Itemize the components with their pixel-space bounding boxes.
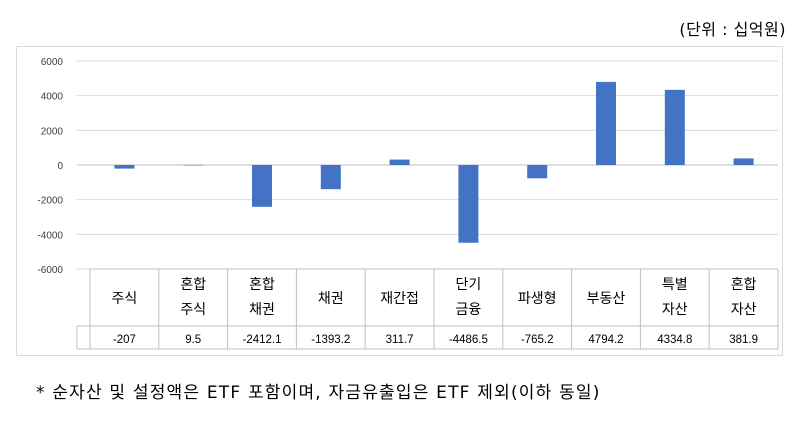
category-label: 파생형 — [518, 291, 557, 307]
bar — [389, 159, 410, 165]
y-tick-label: -6000 — [37, 265, 63, 276]
category-label: 부동산 — [587, 291, 626, 307]
category-label: 금융 — [456, 302, 482, 318]
y-tick-label: -4000 — [37, 230, 63, 241]
y-tick-label: -2000 — [37, 196, 63, 207]
value-label: 4334.8 — [657, 334, 692, 346]
value-label: 4794.2 — [588, 334, 623, 346]
y-tick-label: 6000 — [41, 57, 64, 68]
category-label: 혼합 — [180, 277, 206, 293]
value-label: -207 — [113, 334, 136, 346]
value-label: 311.7 — [386, 334, 414, 346]
value-label: -2412.1 — [242, 334, 281, 346]
category-label: 주식 — [112, 291, 138, 307]
bar — [320, 165, 341, 190]
bar — [527, 165, 548, 179]
value-label: -1393.2 — [311, 334, 350, 346]
category-label: 주식 — [180, 302, 206, 318]
bar — [458, 165, 479, 243]
value-label: 381.9 — [729, 334, 758, 346]
bar — [114, 165, 135, 169]
category-label: 단기 — [456, 277, 482, 293]
category-label: 채권 — [318, 291, 344, 307]
y-tick-label: 4000 — [41, 92, 64, 103]
category-label: 특별 — [662, 277, 688, 293]
category-label: 채권 — [249, 302, 275, 318]
bar — [733, 158, 754, 165]
category-label: 재간접 — [380, 291, 419, 307]
bar — [252, 165, 272, 207]
bar — [664, 89, 685, 165]
category-label: 자산 — [662, 302, 688, 318]
bar — [596, 81, 616, 165]
unit-label: (단위 : 십억원) — [679, 20, 786, 39]
value-label: -4486.5 — [449, 334, 488, 346]
value-label: -765.2 — [521, 334, 554, 346]
category-label: 자산 — [731, 302, 757, 318]
value-label: 9.5 — [185, 334, 201, 346]
y-tick-label: 0 — [57, 161, 63, 172]
category-label: 혼합 — [249, 277, 275, 293]
category-label: 혼합 — [731, 277, 757, 293]
bar — [183, 164, 204, 166]
y-tick-label: 2000 — [41, 126, 64, 137]
footnote: * 순자산 및 설정액은 ETF 포함이며, 자금유출입은 ETF 제외(이하 … — [36, 383, 601, 403]
